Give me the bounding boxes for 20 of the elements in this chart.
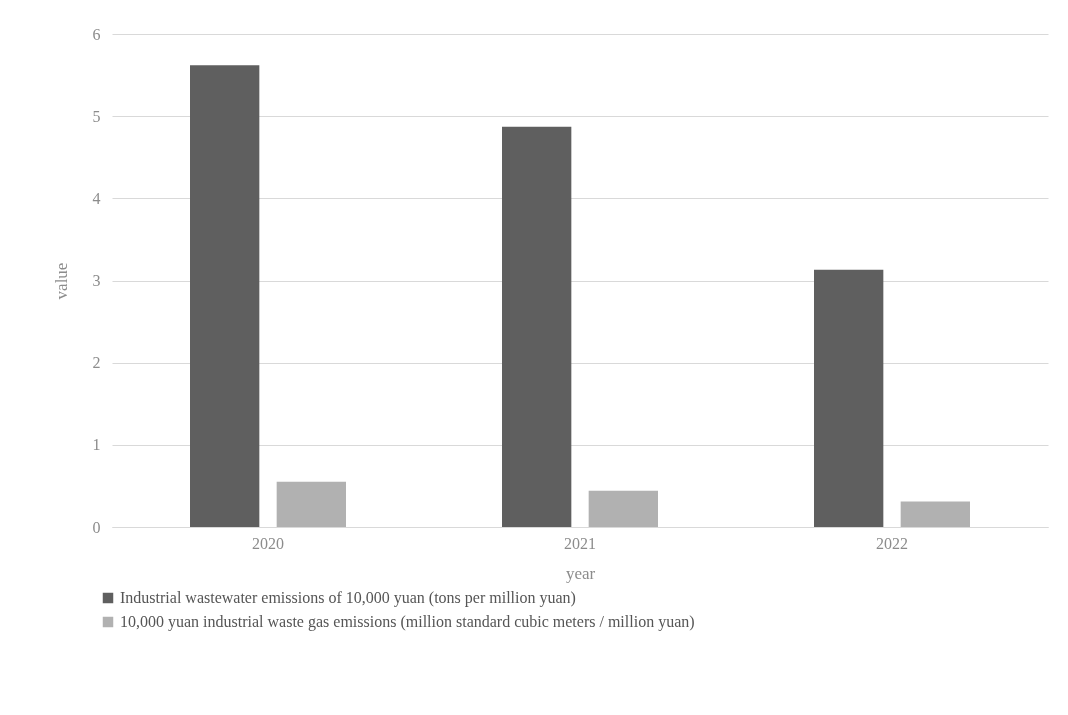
legend-label: 10,000 yuan industrial waste gas emissions (million standard cubic meters / million yuan)	[120, 613, 695, 631]
bar	[190, 65, 260, 527]
y-tick-label: 6	[92, 25, 101, 43]
y-tick-label: 1	[92, 436, 101, 454]
x-axis-title: year	[565, 563, 596, 583]
bar	[814, 269, 884, 527]
x-tick-label: 2021	[564, 534, 596, 552]
x-tick-label: 2022	[876, 534, 908, 552]
bar	[588, 490, 658, 527]
y-axis-title: value	[51, 262, 71, 300]
bar	[502, 126, 572, 527]
y-tick-label: 2	[92, 354, 101, 372]
bar	[900, 501, 970, 527]
legend-label: Industrial wastewater emissions of 10,000 yuan (tons per million yuan)	[120, 589, 576, 607]
x-tick-label: 2020	[252, 534, 284, 552]
bar	[276, 481, 346, 527]
y-tick-label: 0	[92, 518, 101, 536]
y-tick-label: 4	[92, 189, 101, 207]
y-tick-label: 5	[92, 107, 101, 125]
y-tick-label: 3	[92, 272, 101, 289]
